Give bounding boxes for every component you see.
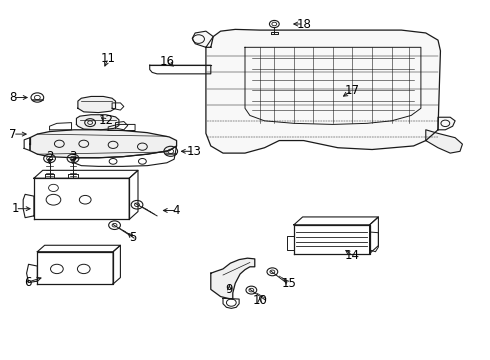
Text: 5: 5 <box>129 231 136 244</box>
Text: 14: 14 <box>345 249 360 262</box>
Text: 6: 6 <box>24 276 31 289</box>
Polygon shape <box>78 96 116 113</box>
Polygon shape <box>192 31 213 47</box>
Text: 12: 12 <box>98 114 113 127</box>
Text: 18: 18 <box>296 18 311 31</box>
Text: 4: 4 <box>173 204 180 217</box>
Text: 15: 15 <box>282 278 296 291</box>
Text: 2: 2 <box>46 150 53 163</box>
Polygon shape <box>426 130 463 153</box>
Polygon shape <box>438 117 455 130</box>
Text: 7: 7 <box>9 127 17 141</box>
Polygon shape <box>206 30 441 153</box>
Text: 1: 1 <box>12 202 19 215</box>
Text: 16: 16 <box>159 55 174 68</box>
Polygon shape <box>211 258 255 299</box>
Text: 3: 3 <box>69 150 77 163</box>
Text: 13: 13 <box>186 145 201 158</box>
Text: 9: 9 <box>225 283 233 296</box>
Text: 17: 17 <box>345 84 360 97</box>
Text: 11: 11 <box>100 51 116 64</box>
Text: 8: 8 <box>9 91 17 104</box>
Text: 10: 10 <box>252 294 267 307</box>
Polygon shape <box>30 130 176 158</box>
Polygon shape <box>76 115 119 130</box>
